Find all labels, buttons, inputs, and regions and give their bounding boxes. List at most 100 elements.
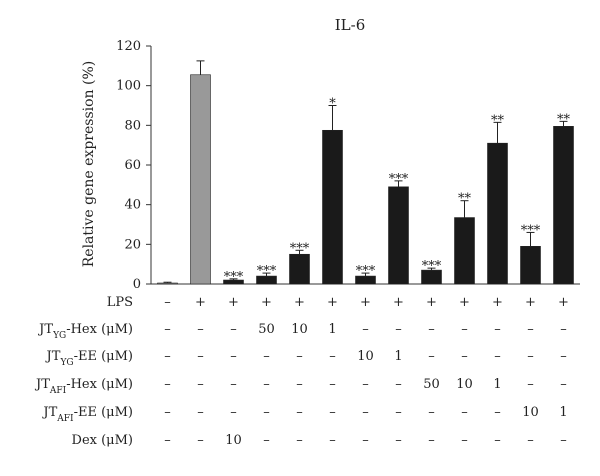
bar	[487, 142, 508, 285]
y-tick-label: 40	[124, 198, 141, 213]
condition-cell: –	[461, 433, 468, 448]
significance-mark: *	[329, 97, 336, 112]
condition-cell: –	[428, 349, 435, 364]
condition-cell: +	[525, 295, 536, 310]
condition-row-label: Dex (μM)	[72, 433, 133, 448]
condition-cell: –	[362, 377, 369, 392]
condition-cell: –	[230, 349, 237, 364]
condition-cell: –	[329, 433, 336, 448]
condition-cell: –	[263, 349, 270, 364]
condition-cell: 10	[357, 349, 374, 364]
bar	[520, 246, 541, 285]
condition-cell: +	[327, 295, 338, 310]
condition-table: LPS – + + + + + + + + + + + + JTYG-Hex (μM) – – – 50 10 1 – – –…	[34, 295, 569, 448]
condition-cell: –	[296, 405, 303, 420]
condition-cell: +	[228, 295, 239, 310]
condition-cell: 10	[225, 433, 242, 448]
condition-cell: –	[230, 322, 237, 337]
condition-cell: –	[230, 405, 237, 420]
condition-cell: –	[362, 322, 369, 337]
condition-row-label: JTAFI-Hex (μM)	[34, 377, 133, 396]
condition-cell: –	[395, 405, 402, 420]
chart-title: IL-6	[335, 16, 366, 34]
condition-cell: –	[527, 377, 534, 392]
condition-cell: 10	[291, 322, 308, 337]
condition-cell: –	[230, 377, 237, 392]
significance-mark: ***	[389, 172, 409, 187]
condition-row-label: JTYG-EE (μM)	[45, 349, 133, 368]
y-axis-label: Relative gene expression (%)	[81, 61, 97, 268]
condition-cell: –	[164, 377, 171, 392]
significance-mark: **	[557, 112, 571, 127]
condition-cell: –	[560, 377, 567, 392]
condition-cell: –	[362, 405, 369, 420]
condition-cell: –	[164, 405, 171, 420]
condition-row-label: JTYG-Hex (μM)	[37, 322, 133, 341]
condition-cell: –	[197, 405, 204, 420]
significance-mark: ***	[521, 223, 541, 238]
bar	[157, 282, 178, 285]
condition-row-label: LPS	[107, 295, 133, 310]
condition-cell: –	[560, 433, 567, 448]
condition-cell: –	[494, 433, 501, 448]
condition-cell: –	[296, 433, 303, 448]
condition-cell: 1	[493, 377, 501, 392]
bars: *** *************************	[157, 60, 574, 285]
condition-cell: –	[263, 433, 270, 448]
condition-cell: +	[195, 295, 206, 310]
condition-row-label: JTAFI-EE (μM)	[41, 405, 133, 424]
condition-cell: –	[527, 322, 534, 337]
condition-cell: –	[428, 405, 435, 420]
condition-cell: +	[261, 295, 272, 310]
condition-cell: –	[197, 433, 204, 448]
condition-cell: –	[164, 349, 171, 364]
y-tick-label: 80	[124, 118, 141, 133]
significance-mark: ***	[257, 264, 277, 279]
y-tick-label: 100	[116, 79, 141, 94]
condition-cell: –	[461, 405, 468, 420]
condition-cell: 10	[522, 405, 539, 420]
condition-cell: 50	[258, 322, 275, 337]
significance-mark: **	[491, 113, 505, 128]
bar	[289, 253, 310, 285]
bar	[322, 129, 343, 285]
condition-cell: +	[492, 295, 503, 310]
condition-cell: –	[263, 377, 270, 392]
condition-cell: +	[393, 295, 404, 310]
condition-cell: –	[329, 377, 336, 392]
condition-cell: –	[197, 377, 204, 392]
condition-cell: 1	[328, 322, 336, 337]
condition-cell: –	[263, 405, 270, 420]
condition-cell: –	[296, 349, 303, 364]
condition-cell: –	[461, 349, 468, 364]
condition-cell: –	[329, 405, 336, 420]
condition-cell: –	[428, 322, 435, 337]
significance-mark: **	[458, 192, 472, 207]
y-tick-label: 60	[124, 158, 141, 173]
condition-cell: –	[527, 349, 534, 364]
condition-cell: –	[461, 322, 468, 337]
condition-cell: –	[494, 349, 501, 364]
condition-cell: –	[560, 322, 567, 337]
condition-cell: –	[296, 377, 303, 392]
condition-cell: –	[362, 433, 369, 448]
condition-cell: –	[164, 295, 171, 310]
condition-cell: –	[329, 349, 336, 364]
condition-cell: +	[459, 295, 470, 310]
significance-mark: ***	[224, 270, 244, 285]
significance-mark: ***	[422, 259, 442, 274]
significance-mark: ***	[356, 264, 376, 279]
condition-cell: –	[395, 377, 402, 392]
axes: 0 20 40 60 80 100 120	[116, 39, 580, 292]
condition-cell: –	[197, 322, 204, 337]
condition-cell: +	[426, 295, 437, 310]
y-tick-label: 0	[133, 277, 141, 292]
condition-cell: +	[294, 295, 305, 310]
condition-cell: –	[494, 405, 501, 420]
condition-cell: –	[164, 433, 171, 448]
condition-cell: 10	[456, 377, 473, 392]
condition-cell: –	[494, 322, 501, 337]
condition-cell: –	[197, 349, 204, 364]
condition-cell: –	[164, 322, 171, 337]
